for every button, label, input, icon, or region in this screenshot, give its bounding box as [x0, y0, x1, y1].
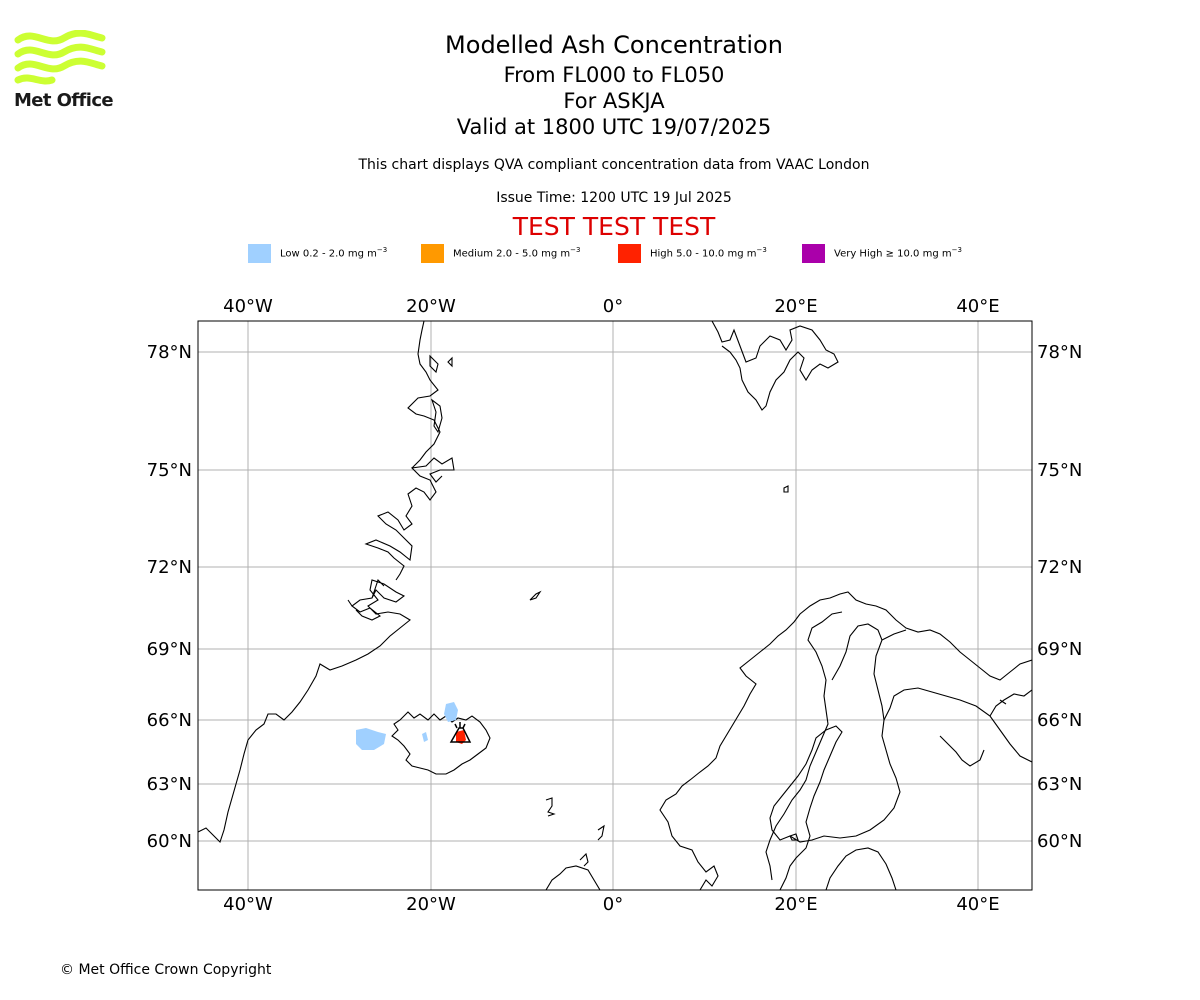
- legend-unit-exponent: −3: [951, 246, 962, 254]
- chart-title: Modelled Ash Concentration: [445, 31, 783, 59]
- test-banner: TEST TEST TEST: [512, 212, 716, 241]
- lat-label-left: 69°N: [147, 639, 192, 660]
- map-frame: [197, 320, 1033, 891]
- lon-label-bottom: 20°E: [774, 894, 817, 915]
- legend-swatch-very-high: [802, 244, 825, 263]
- lat-label-left: 63°N: [147, 774, 192, 795]
- svalbard-coastline: [711, 321, 839, 411]
- lon-label-bottom: 20°W: [406, 894, 456, 915]
- legend-unit-exponent: −3: [376, 246, 388, 254]
- legend-label-medium: Medium 2.0 - 5.0 mg m: [453, 248, 571, 260]
- legend-unit-exponent: −3: [570, 246, 581, 254]
- met-office-waves-icon: [14, 30, 106, 85]
- lon-label-top: 20°E: [774, 296, 817, 317]
- volcano-name: For ASKJA: [563, 89, 665, 113]
- iceland-coastline: [391, 711, 491, 775]
- gulf-of-bothnia-coastline: [769, 623, 901, 890]
- lat-label-right: 72°N: [1037, 557, 1082, 578]
- lon-label-bottom: 40°W: [223, 894, 273, 915]
- lat-label-left: 60°N: [147, 831, 192, 852]
- lon-label-bottom: 0°: [603, 894, 623, 915]
- lat-label-left: 72°N: [147, 557, 192, 578]
- lat-label-left: 66°N: [147, 710, 192, 731]
- logo-text: Met Office: [14, 90, 114, 111]
- greenland-coastline: [198, 321, 455, 844]
- flight-level-range: From FL000 to FL050: [503, 63, 725, 87]
- scandinavia-coastline: [659, 591, 1032, 890]
- legend-label-low: Low 0.2 - 2.0 mg m: [280, 248, 377, 260]
- finland-russia-border: [881, 629, 1032, 763]
- lon-label-bottom: 40°E: [956, 894, 999, 915]
- issue-time: Issue Time: 1200 UTC 19 Jul 2025: [496, 190, 732, 206]
- qva-note: This chart displays QVA compliant concen…: [358, 157, 870, 173]
- volcano-icon: [449, 722, 472, 743]
- ash-low-region: [444, 702, 458, 722]
- lat-label-left: 75°N: [147, 460, 192, 481]
- lat-label-right: 66°N: [1037, 710, 1082, 731]
- legend-label-high: High 5.0 - 10.0 mg m: [650, 248, 757, 260]
- lat-label-right: 63°N: [1037, 774, 1082, 795]
- legend-swatch-high: [618, 244, 641, 263]
- ash-low-region: [356, 728, 386, 750]
- legend-unit-exponent: −3: [756, 246, 767, 254]
- lon-label-top: 20°W: [406, 296, 456, 317]
- lat-label-right: 75°N: [1037, 460, 1082, 481]
- lat-label-right: 60°N: [1037, 831, 1082, 852]
- lon-label-top: 40°E: [956, 296, 999, 317]
- map-gridlines: [198, 321, 1032, 890]
- legend-swatch-low: [248, 244, 271, 263]
- norway-sweden-border: [765, 611, 843, 881]
- ash-high-region: [456, 730, 466, 744]
- valid-time: Valid at 1800 UTC 19/07/2025: [456, 115, 772, 139]
- met-office-logo: Met Office: [14, 30, 114, 112]
- lon-label-top: 40°W: [223, 296, 273, 317]
- legend-label-very-high: Very High ≥ 10.0 mg m: [834, 248, 952, 260]
- lon-label-top: 0°: [603, 296, 623, 317]
- legend-swatch-medium: [421, 244, 444, 263]
- copyright: © Met Office Crown Copyright: [60, 962, 272, 978]
- lat-label-left: 78°N: [147, 342, 192, 363]
- lat-label-right: 69°N: [1037, 639, 1082, 660]
- lat-label-right: 78°N: [1037, 342, 1082, 363]
